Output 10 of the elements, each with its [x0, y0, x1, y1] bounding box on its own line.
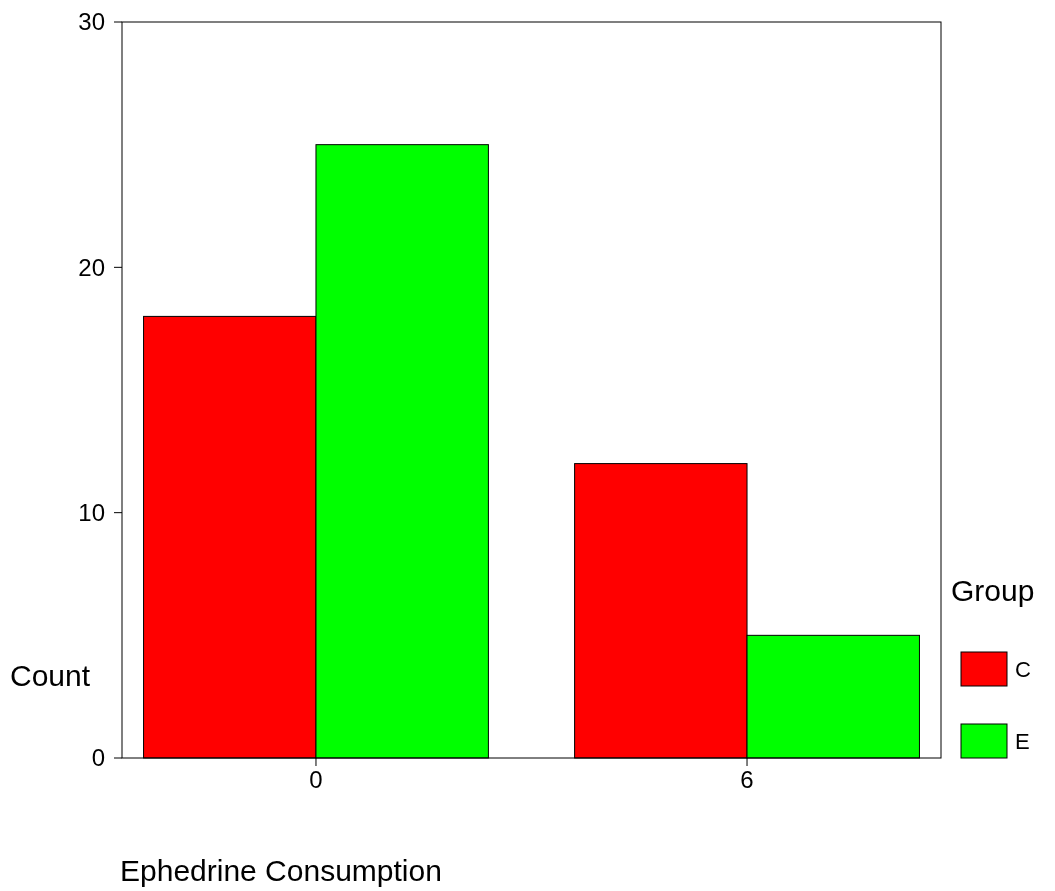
legend-label: E	[1015, 728, 1030, 754]
y-tick-label: 10	[78, 499, 105, 527]
y-tick-label: 0	[91, 744, 105, 772]
y-tick-label: 30	[78, 8, 105, 36]
y-axis-title: Count	[10, 659, 91, 692]
legend-label: C	[1015, 656, 1031, 682]
legend-title: Group	[951, 574, 1035, 607]
x-axis-title: Ephedrine Consumption	[120, 854, 442, 887]
y-tick-label: 20	[78, 253, 105, 281]
x-tick-label: 6	[740, 766, 754, 793]
